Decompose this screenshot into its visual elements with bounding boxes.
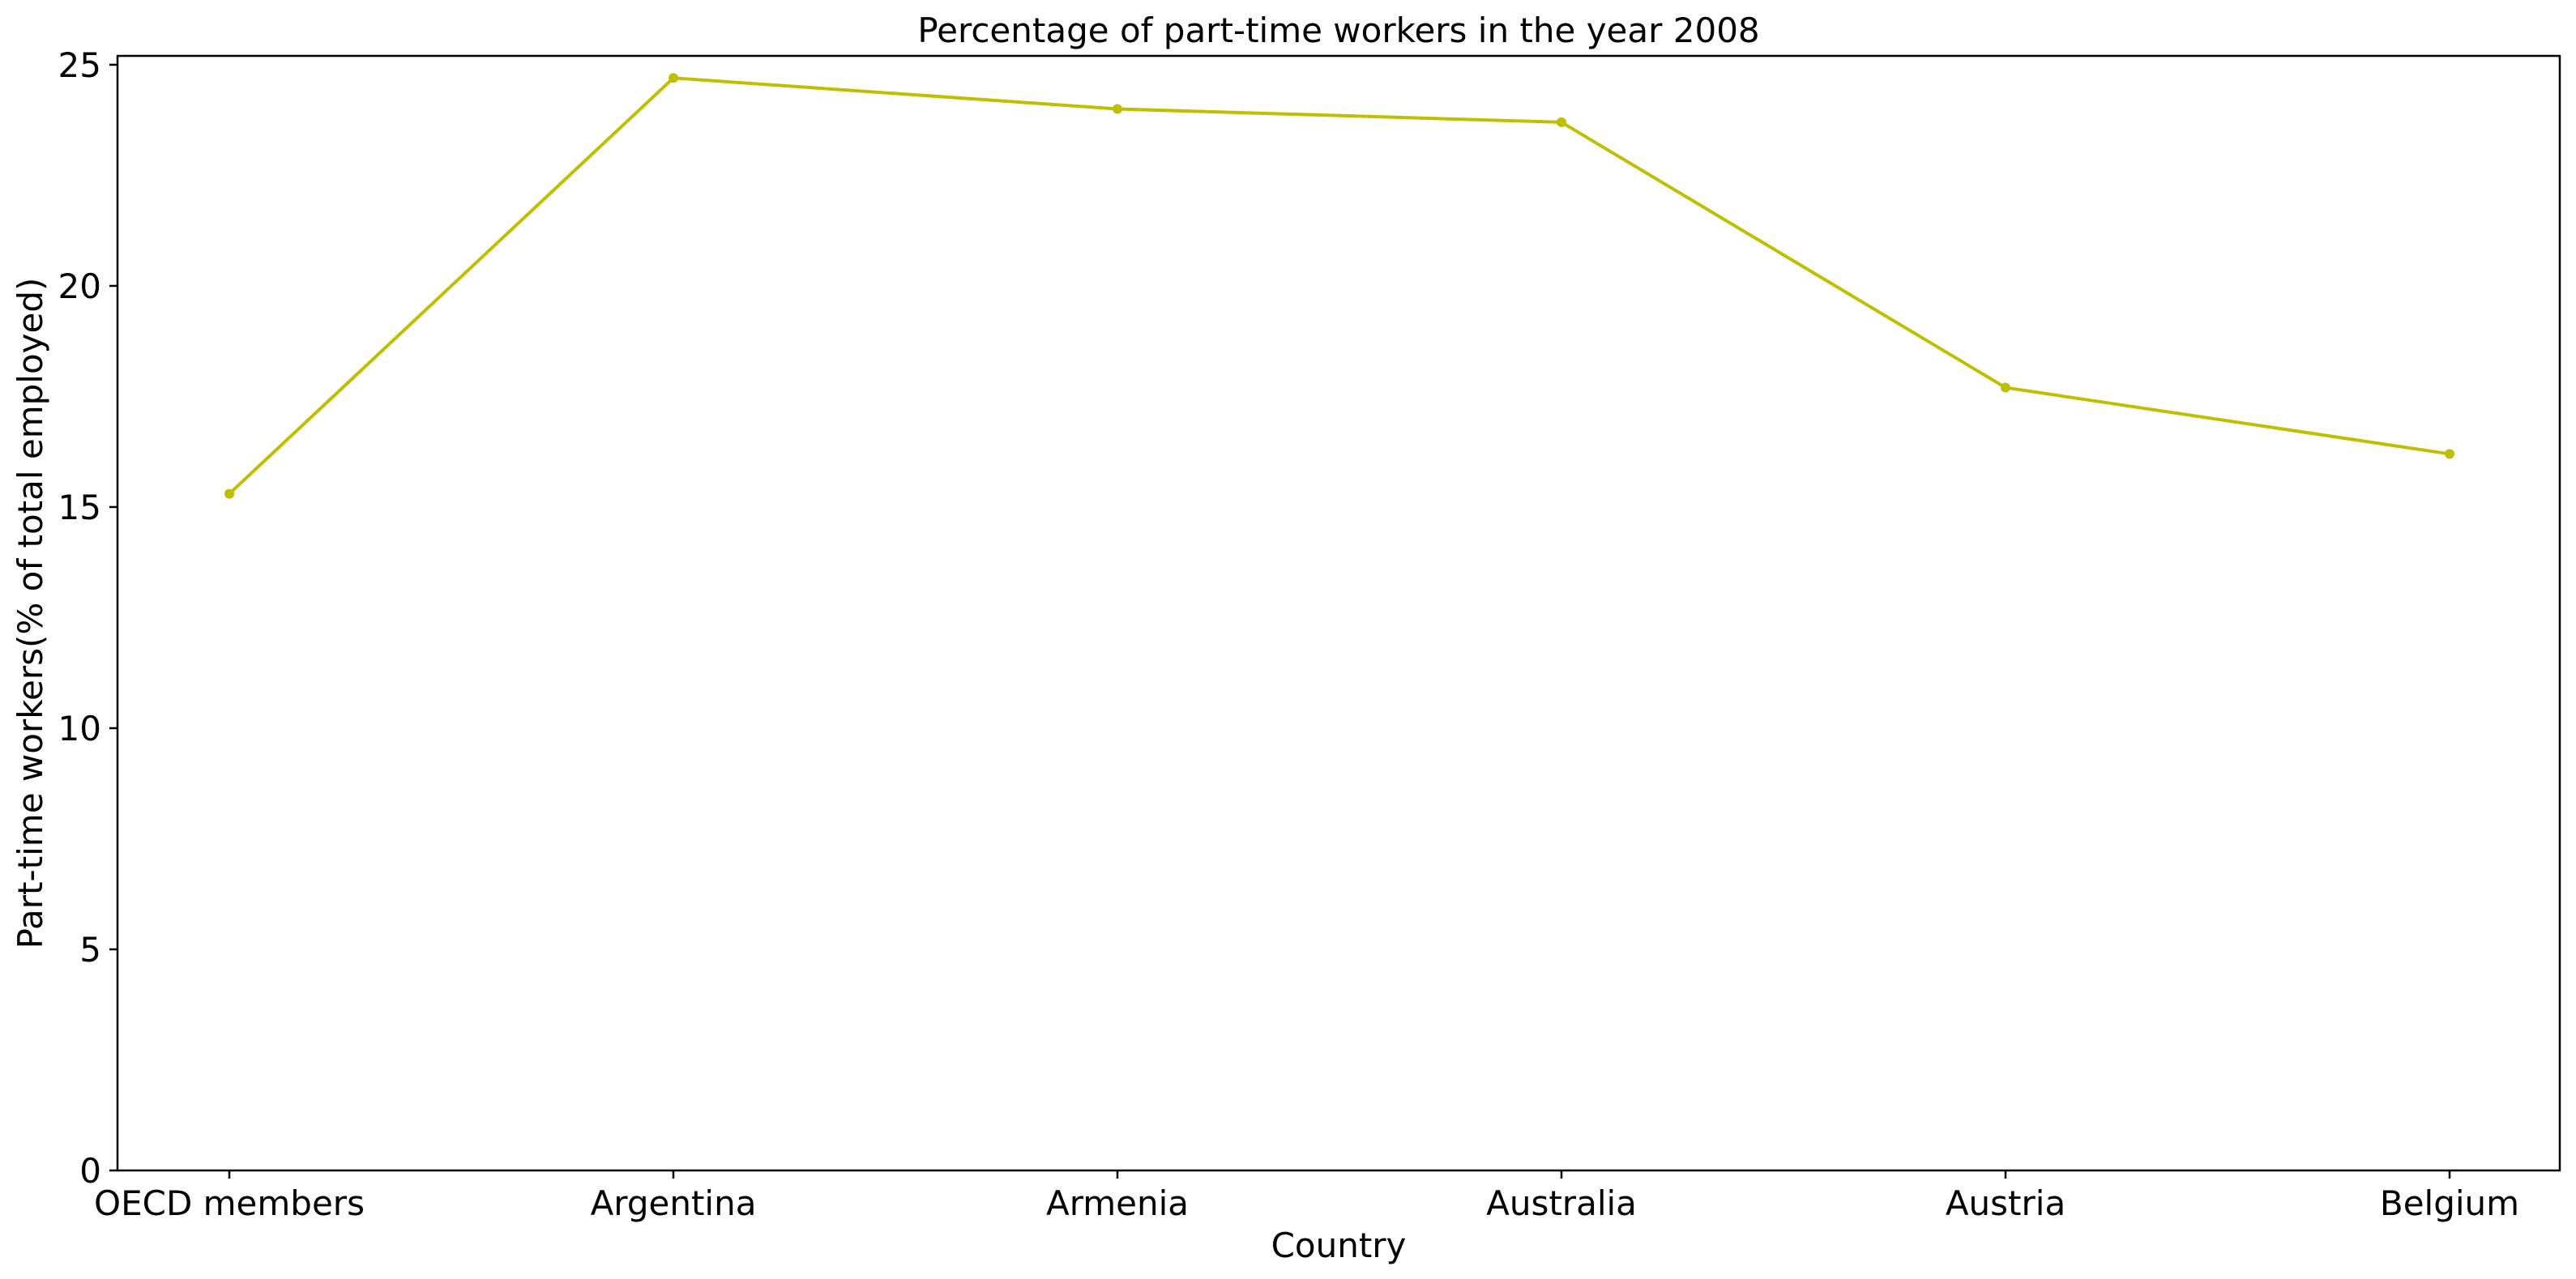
y-axis-ticks: 0 5 10 15 20 25 — [58, 45, 117, 1191]
x-tick-label: Argentina — [591, 1183, 757, 1223]
x-tick-label: Belgium — [2380, 1183, 2519, 1223]
x-tick-label: Armenia — [1046, 1183, 1189, 1223]
x-axis-ticks: OECD members Argentina Armenia Australia Aus… — [94, 1170, 2519, 1223]
y-tick-label: 0 — [79, 1151, 101, 1191]
series-layer — [224, 73, 2454, 499]
data-point — [1557, 117, 1566, 127]
x-tick-label: OECD members — [94, 1183, 365, 1223]
y-tick-label: 20 — [58, 266, 101, 306]
data-point — [2445, 449, 2454, 459]
y-tick-label: 15 — [58, 488, 101, 527]
data-point — [224, 488, 234, 499]
x-tick-label: Austria — [1946, 1183, 2065, 1223]
y-tick-label: 5 — [79, 930, 101, 970]
y-tick-label: 25 — [58, 45, 101, 85]
y-axis-label: Part-time workers(% of total employed) — [11, 278, 50, 949]
x-tick-label: Australia — [1486, 1183, 1637, 1223]
data-point — [2001, 382, 2010, 393]
chart-title: Percentage of part-time workers in the y… — [917, 11, 1759, 50]
plot-area-frame — [116, 54, 2561, 1172]
series-line — [228, 76, 2450, 496]
y-tick-label: 10 — [58, 709, 101, 748]
x-axis-label: Country — [1271, 1226, 1407, 1265]
data-point — [669, 73, 678, 83]
data-point — [1113, 104, 1122, 114]
